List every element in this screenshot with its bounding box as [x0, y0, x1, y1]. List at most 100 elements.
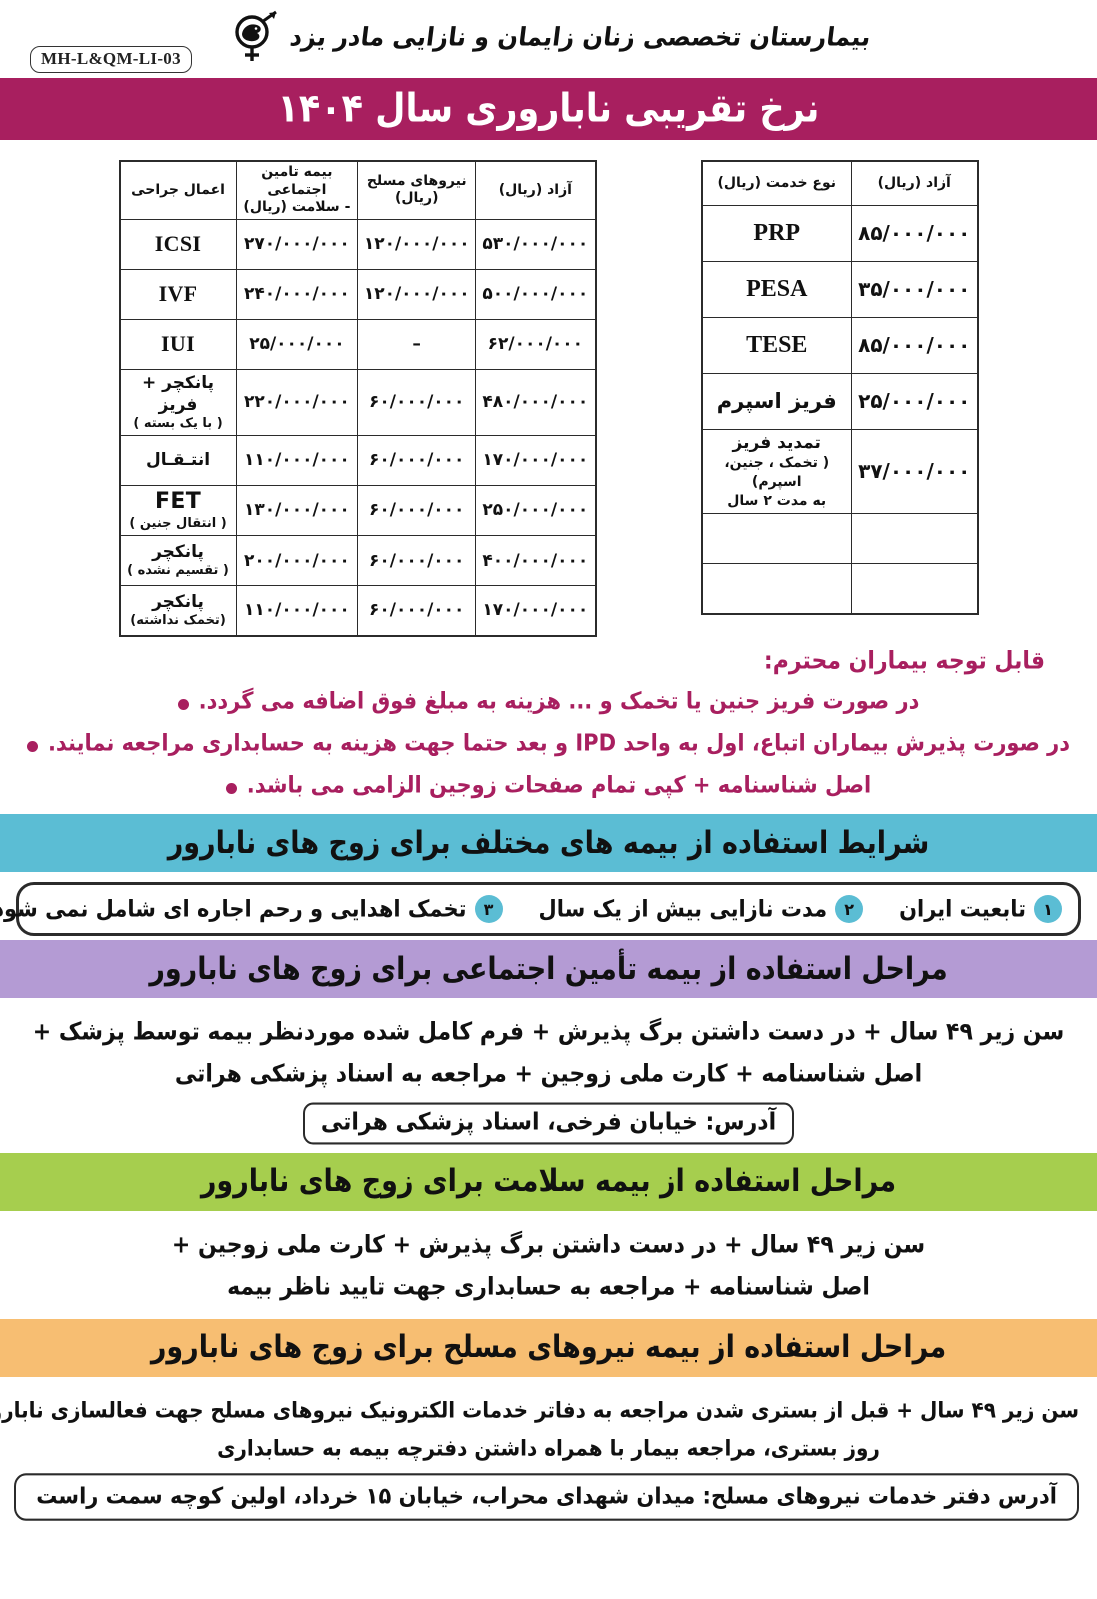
- column-header-procedure: اعمال جراحی: [119, 160, 237, 220]
- cell-procedure: IUI: [119, 318, 237, 370]
- cell-armed-price: ۶۰/۰۰۰/۰۰۰: [357, 535, 477, 587]
- cell-service-name: PRP: [701, 204, 852, 262]
- table-row: ۵۳۰/۰۰۰/۰۰۰ ۱۲۰/۰۰۰/۰۰۰ ۲۷۰/۰۰۰/۰۰۰ ICSI: [119, 218, 596, 270]
- table-row: [701, 513, 978, 565]
- armed-requirements-line-2: روز بستری، مراجعه بیمار با همراه داشتن د…: [217, 1434, 880, 1461]
- surgery-price-table: آزاد (ریال) نیروهای مسلح (ریال) بیمه تام…: [118, 160, 597, 637]
- cell-service-name-empty: [701, 563, 852, 615]
- cell-price: ۳۷/۰۰۰/۰۰۰: [851, 428, 978, 515]
- cell-armed-price: ۶۰/۰۰۰/۰۰۰: [357, 484, 477, 537]
- main-title-bar: نرخ تقریبی ناباروری سال ۱۴۰۴: [0, 78, 1097, 140]
- column-header-free-price: آزاد (ریال): [475, 160, 596, 220]
- document-code-badge: MH-L&QM-LI-03: [30, 46, 192, 73]
- social-security-body: سن زیر ۴۹ سال + در دست داشتن برگ پذیرش +…: [0, 998, 1097, 1149]
- page-title: نرخ تقریبی ناباروری سال ۱۴۰۴: [277, 86, 820, 132]
- service-name-main: تمدید فریز: [732, 432, 821, 453]
- health-requirements-line-1: سن زیر ۴۹ سال + در دست داشتن برگ پذیرش +…: [171, 1231, 926, 1260]
- table-row: ۳۷/۰۰۰/۰۰۰ تمدید فریز ( تخمک ، جنین، اسپ…: [701, 428, 978, 515]
- services-table: آزاد (ریال) نوع خدمت (ریال) ۸۵/۰۰۰/۰۰۰ P…: [700, 160, 979, 615]
- social-address-box: آدرس: خیابان فرخی، اسناد پزشکی هراتی: [302, 1102, 795, 1145]
- cell-procedure: پانکچر (تخمک نداشته): [119, 585, 237, 637]
- table-row: ۶۲/۰۰۰/۰۰۰ – ۲۵/۰۰۰/۰۰۰ IUI: [119, 318, 596, 370]
- cell-social-price: ۲۴۰/۰۰۰/۰۰۰: [235, 268, 359, 320]
- cell-social-price: ۱۳۰/۰۰۰/۰۰۰: [235, 484, 359, 537]
- price-tables: آزاد (ریال) نوع خدمت (ریال) ۸۵/۰۰۰/۰۰۰ P…: [0, 140, 1097, 637]
- social-header-line2: - سلامت (ریال): [243, 199, 351, 215]
- table-header-row: آزاد (ریال) نیروهای مسلح (ریال) بیمه تام…: [119, 160, 596, 220]
- list-item: ۳ تخمک اهدایی و رحم اجاره ای شامل نمی شو…: [0, 895, 503, 924]
- cell-social-price: ۲۰۰/۰۰۰/۰۰۰: [235, 535, 359, 587]
- table-row: ۵۰۰/۰۰۰/۰۰۰ ۱۲۰/۰۰۰/۰۰۰ ۲۴۰/۰۰۰/۰۰۰ IVF: [119, 268, 596, 320]
- bullet-dot-icon: [177, 698, 189, 710]
- cell-free-price: ۴۸۰/۰۰۰/۰۰۰: [475, 368, 596, 436]
- table-row: ۴۸۰/۰۰۰/۰۰۰ ۶۰/۰۰۰/۰۰۰ ۲۲۰/۰۰۰/۰۰۰ پانکچ…: [119, 368, 596, 436]
- column-header-free-price: آزاد (ریال): [851, 160, 978, 206]
- condition-number-badge: ۳: [474, 895, 503, 924]
- health-insurance-body: سن زیر ۴۹ سال + در دست داشتن برگ پذیرش +…: [0, 1211, 1097, 1315]
- armed-forces-body: سن زیر ۴۹ سال + قبل از بستری شدن مراجعه …: [0, 1377, 1097, 1525]
- column-header-service-type: نوع خدمت (ریال): [701, 160, 852, 206]
- cell-price: ۳۵/۰۰۰/۰۰۰: [851, 260, 978, 318]
- table-row: ۱۷۰/۰۰۰/۰۰۰ ۶۰/۰۰۰/۰۰۰ ۱۱۰/۰۰۰/۰۰۰ پانکچ…: [119, 585, 596, 637]
- cell-procedure: انتـقـال: [119, 434, 237, 486]
- cell-free-price: ۵۰۰/۰۰۰/۰۰۰: [475, 268, 596, 320]
- cell-armed-price: ۱۲۰/۰۰۰/۰۰۰: [357, 268, 477, 320]
- column-header-social-security: بیمه تامین اجتماعی - سلامت (ریال): [235, 160, 359, 220]
- social-requirements-line-1: سن زیر ۴۹ سال + در دست داشتن برگ پذیرش +…: [32, 1019, 1065, 1047]
- note-text: در صورت فریز جنین یا تخمک و ... هزینه به…: [198, 687, 920, 714]
- list-item: اصل شناسنامه + کپی تمام صفحات زوجین الزا…: [26, 772, 1071, 798]
- cell-price: ۸۵/۰۰۰/۰۰۰: [851, 316, 978, 374]
- cell-armed-price: ۶۰/۰۰۰/۰۰۰: [357, 585, 477, 637]
- table-header-row: آزاد (ریال) نوع خدمت (ریال): [701, 160, 978, 206]
- procedure-name: FET: [155, 488, 201, 514]
- social-requirements-line-2: اصل شناسنامه + کارت ملی زوجین + مراجعه ب…: [174, 1060, 923, 1089]
- armed-address-wrap: آدرس دفتر خدمات نیروهای مسلح: میدان شهدا…: [14, 1467, 1079, 1521]
- table-row: ۸۵/۰۰۰/۰۰۰ TESE: [701, 316, 978, 374]
- table-row: ۳۵/۰۰۰/۰۰۰ PESA: [701, 260, 978, 318]
- condition-label: تابعیت ایران: [899, 896, 1026, 923]
- procedure-sub: ( با یک بسته ): [133, 415, 223, 431]
- list-item: ۱ تابعیت ایران: [899, 895, 1062, 924]
- cell-free-price: ۱۷۰/۰۰۰/۰۰۰: [475, 434, 596, 486]
- patient-notes: قابل توجه بیماران محترم: در صورت فریز جن…: [0, 637, 1097, 799]
- cell-free-price: ۲۵۰/۰۰۰/۰۰۰: [475, 484, 596, 537]
- list-item: ۲ مدت نازایی بیش از یک سال: [538, 895, 864, 924]
- column-header-armed-forces: نیروهای مسلح (ریال): [357, 160, 477, 220]
- cell-price: ۲۵/۰۰۰/۰۰۰: [851, 372, 978, 430]
- cell-free-price: ۴۰۰/۰۰۰/۰۰۰: [475, 535, 596, 587]
- armed-requirements-line-1: سن زیر ۴۹ سال + قبل از بستری شدن مراجعه …: [0, 1396, 1079, 1423]
- cell-social-price: ۲۵/۰۰۰/۰۰۰: [235, 318, 359, 370]
- list-item: در صورت پذیرش بیماران اتباع، اول به واحد…: [26, 730, 1071, 756]
- bullet-dot-icon: [26, 740, 38, 752]
- procedure-name: پانکچر + فریز: [142, 372, 215, 415]
- cell-social-price: ۱۱۰/۰۰۰/۰۰۰: [235, 434, 359, 486]
- table-row: [701, 563, 978, 615]
- cell-armed-price: –: [357, 318, 477, 370]
- cell-free-price: ۵۳۰/۰۰۰/۰۰۰: [475, 218, 596, 270]
- cell-procedure: FET ( انتقال جنین ): [119, 484, 237, 537]
- conditions-banner: شرایط استفاده از بیمه های مختلف برای زوج…: [0, 814, 1097, 873]
- cell-social-price: ۱۱۰/۰۰۰/۰۰۰: [235, 585, 359, 637]
- procedure-sub: ( تقسیم نشده ): [127, 563, 229, 579]
- note-text: در صورت پذیرش بیماران اتباع، اول به واحد…: [47, 729, 1071, 756]
- cell-procedure: ICSI: [119, 218, 237, 270]
- armed-forces-banner: مراحل استفاده از بیمه نیروهای مسلح برای …: [0, 1318, 1097, 1377]
- condition-label: مدت نازایی بیش از یک سال: [538, 896, 828, 923]
- female-symbol-bird-logo-icon: [226, 10, 280, 64]
- table-row: ۴۰۰/۰۰۰/۰۰۰ ۶۰/۰۰۰/۰۰۰ ۲۰۰/۰۰۰/۰۰۰ پانکچ…: [119, 535, 596, 587]
- procedure-sub: ( انتقال جنین ): [129, 516, 227, 532]
- cell-armed-price: ۶۰/۰۰۰/۰۰۰: [357, 368, 477, 436]
- health-requirements-line-2: اصل شناسنامه + مراجعه به حسابداری جهت تا…: [227, 1273, 870, 1301]
- conditions-box: ۱ تابعیت ایران ۲ مدت نازایی بیش از یک سا…: [0, 882, 1081, 937]
- cell-service-name: TESE: [701, 316, 852, 374]
- conditions-banner-title: شرایط استفاده از بیمه های مختلف برای زوج…: [167, 825, 930, 861]
- table-row: ۲۵/۰۰۰/۰۰۰ فریز اسپرم: [701, 372, 978, 430]
- health-insurance-banner-title: مراحل استفاده از بیمه سلامت برای زوج های…: [200, 1164, 897, 1200]
- cell-price: ۸۵/۰۰۰/۰۰۰: [851, 204, 978, 262]
- cell-procedure: پانکچر ( تقسیم نشده ): [119, 535, 237, 587]
- cell-price-empty: [851, 513, 978, 565]
- condition-number-badge: ۱: [1034, 895, 1062, 924]
- service-name-sub2: به مدت ۲ سال: [727, 493, 827, 510]
- cell-procedure: پانکچر + فریز ( با یک بسته ): [119, 368, 237, 436]
- armed-address-box: آدرس دفتر خدمات نیروهای مسلح: میدان شهدا…: [14, 1472, 1079, 1521]
